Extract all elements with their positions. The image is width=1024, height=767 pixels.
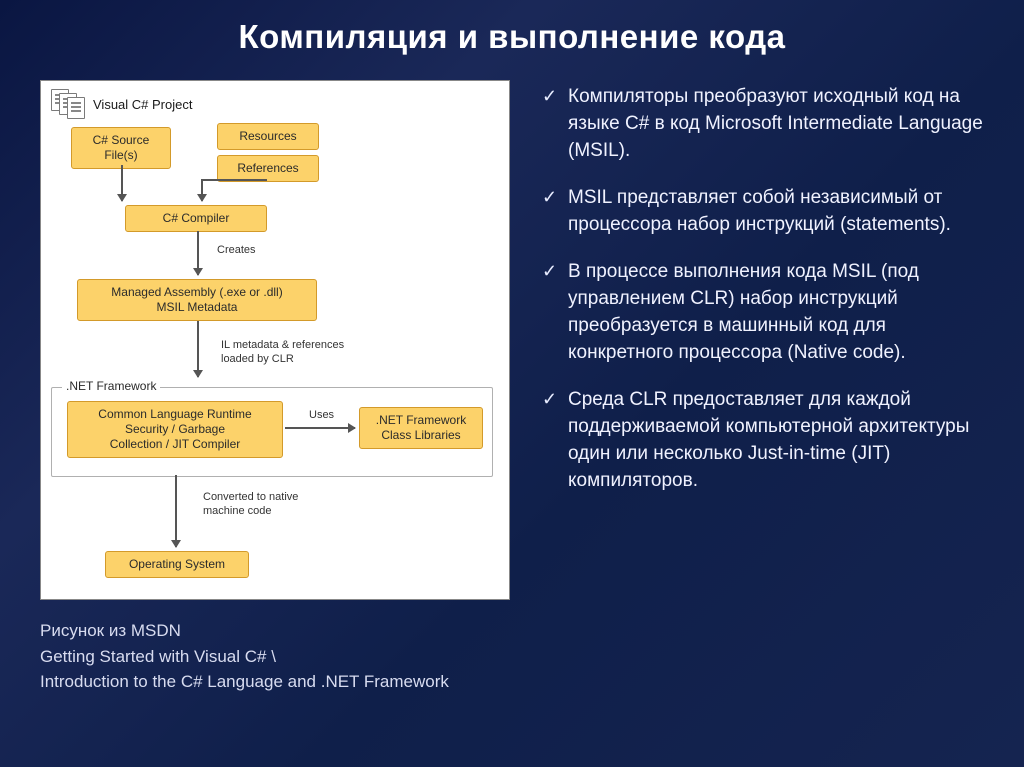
- compilation-diagram: Visual C# Project C# SourceFile(s) Resou…: [40, 80, 510, 600]
- label-creates: Creates: [217, 244, 256, 258]
- bullet-list: Компиляторы преобразуют исходный код на …: [538, 84, 984, 495]
- documents-icon: [51, 89, 87, 119]
- vs-project-label: Visual C# Project: [93, 97, 192, 112]
- diagram-caption: Рисунок из MSDN Getting Started with Vis…: [40, 618, 510, 695]
- bullet-item: В процессе выполнения кода MSIL (под упр…: [538, 259, 984, 367]
- net-panel-title: .NET Framework: [62, 379, 160, 393]
- box-class-libraries: .NET FrameworkClass Libraries: [359, 407, 483, 449]
- slide-title: Компиляция и выполнение кода: [40, 18, 984, 56]
- box-clr: Common Language RuntimeSecurity / Garbag…: [67, 401, 283, 458]
- label-uses: Uses: [309, 409, 334, 423]
- caption-line: Introduction to the C# Language and .NET…: [40, 669, 510, 695]
- bullet-item: Компиляторы преобразуют исходный код на …: [538, 84, 984, 165]
- box-resources: Resources: [217, 123, 319, 150]
- box-assembly: Managed Assembly (.exe or .dll)MSIL Meta…: [77, 279, 317, 321]
- bullet-item: Среда CLR предоставляет для каждой подде…: [538, 387, 984, 495]
- content-row: Visual C# Project C# SourceFile(s) Resou…: [40, 80, 984, 695]
- label-converted: Converted to nativemachine code: [203, 491, 298, 519]
- bullet-item: MSIL представляет собой независимый от п…: [538, 185, 984, 239]
- label-il-meta: IL metadata & referencesloaded by CLR: [221, 339, 344, 367]
- box-source-files: C# SourceFile(s): [71, 127, 171, 169]
- caption-line: Getting Started with Visual C# \: [40, 644, 510, 670]
- right-column: Компиляторы преобразуют исходный код на …: [538, 80, 984, 695]
- vs-project-header: Visual C# Project: [51, 89, 499, 119]
- slide: Компиляция и выполнение кода Visual C# P…: [0, 0, 1024, 715]
- box-compiler: C# Compiler: [125, 205, 267, 232]
- caption-line: Рисунок из MSDN: [40, 618, 510, 644]
- box-operating-system: Operating System: [105, 551, 249, 578]
- left-column: Visual C# Project C# SourceFile(s) Resou…: [40, 80, 510, 695]
- box-references: References: [217, 155, 319, 182]
